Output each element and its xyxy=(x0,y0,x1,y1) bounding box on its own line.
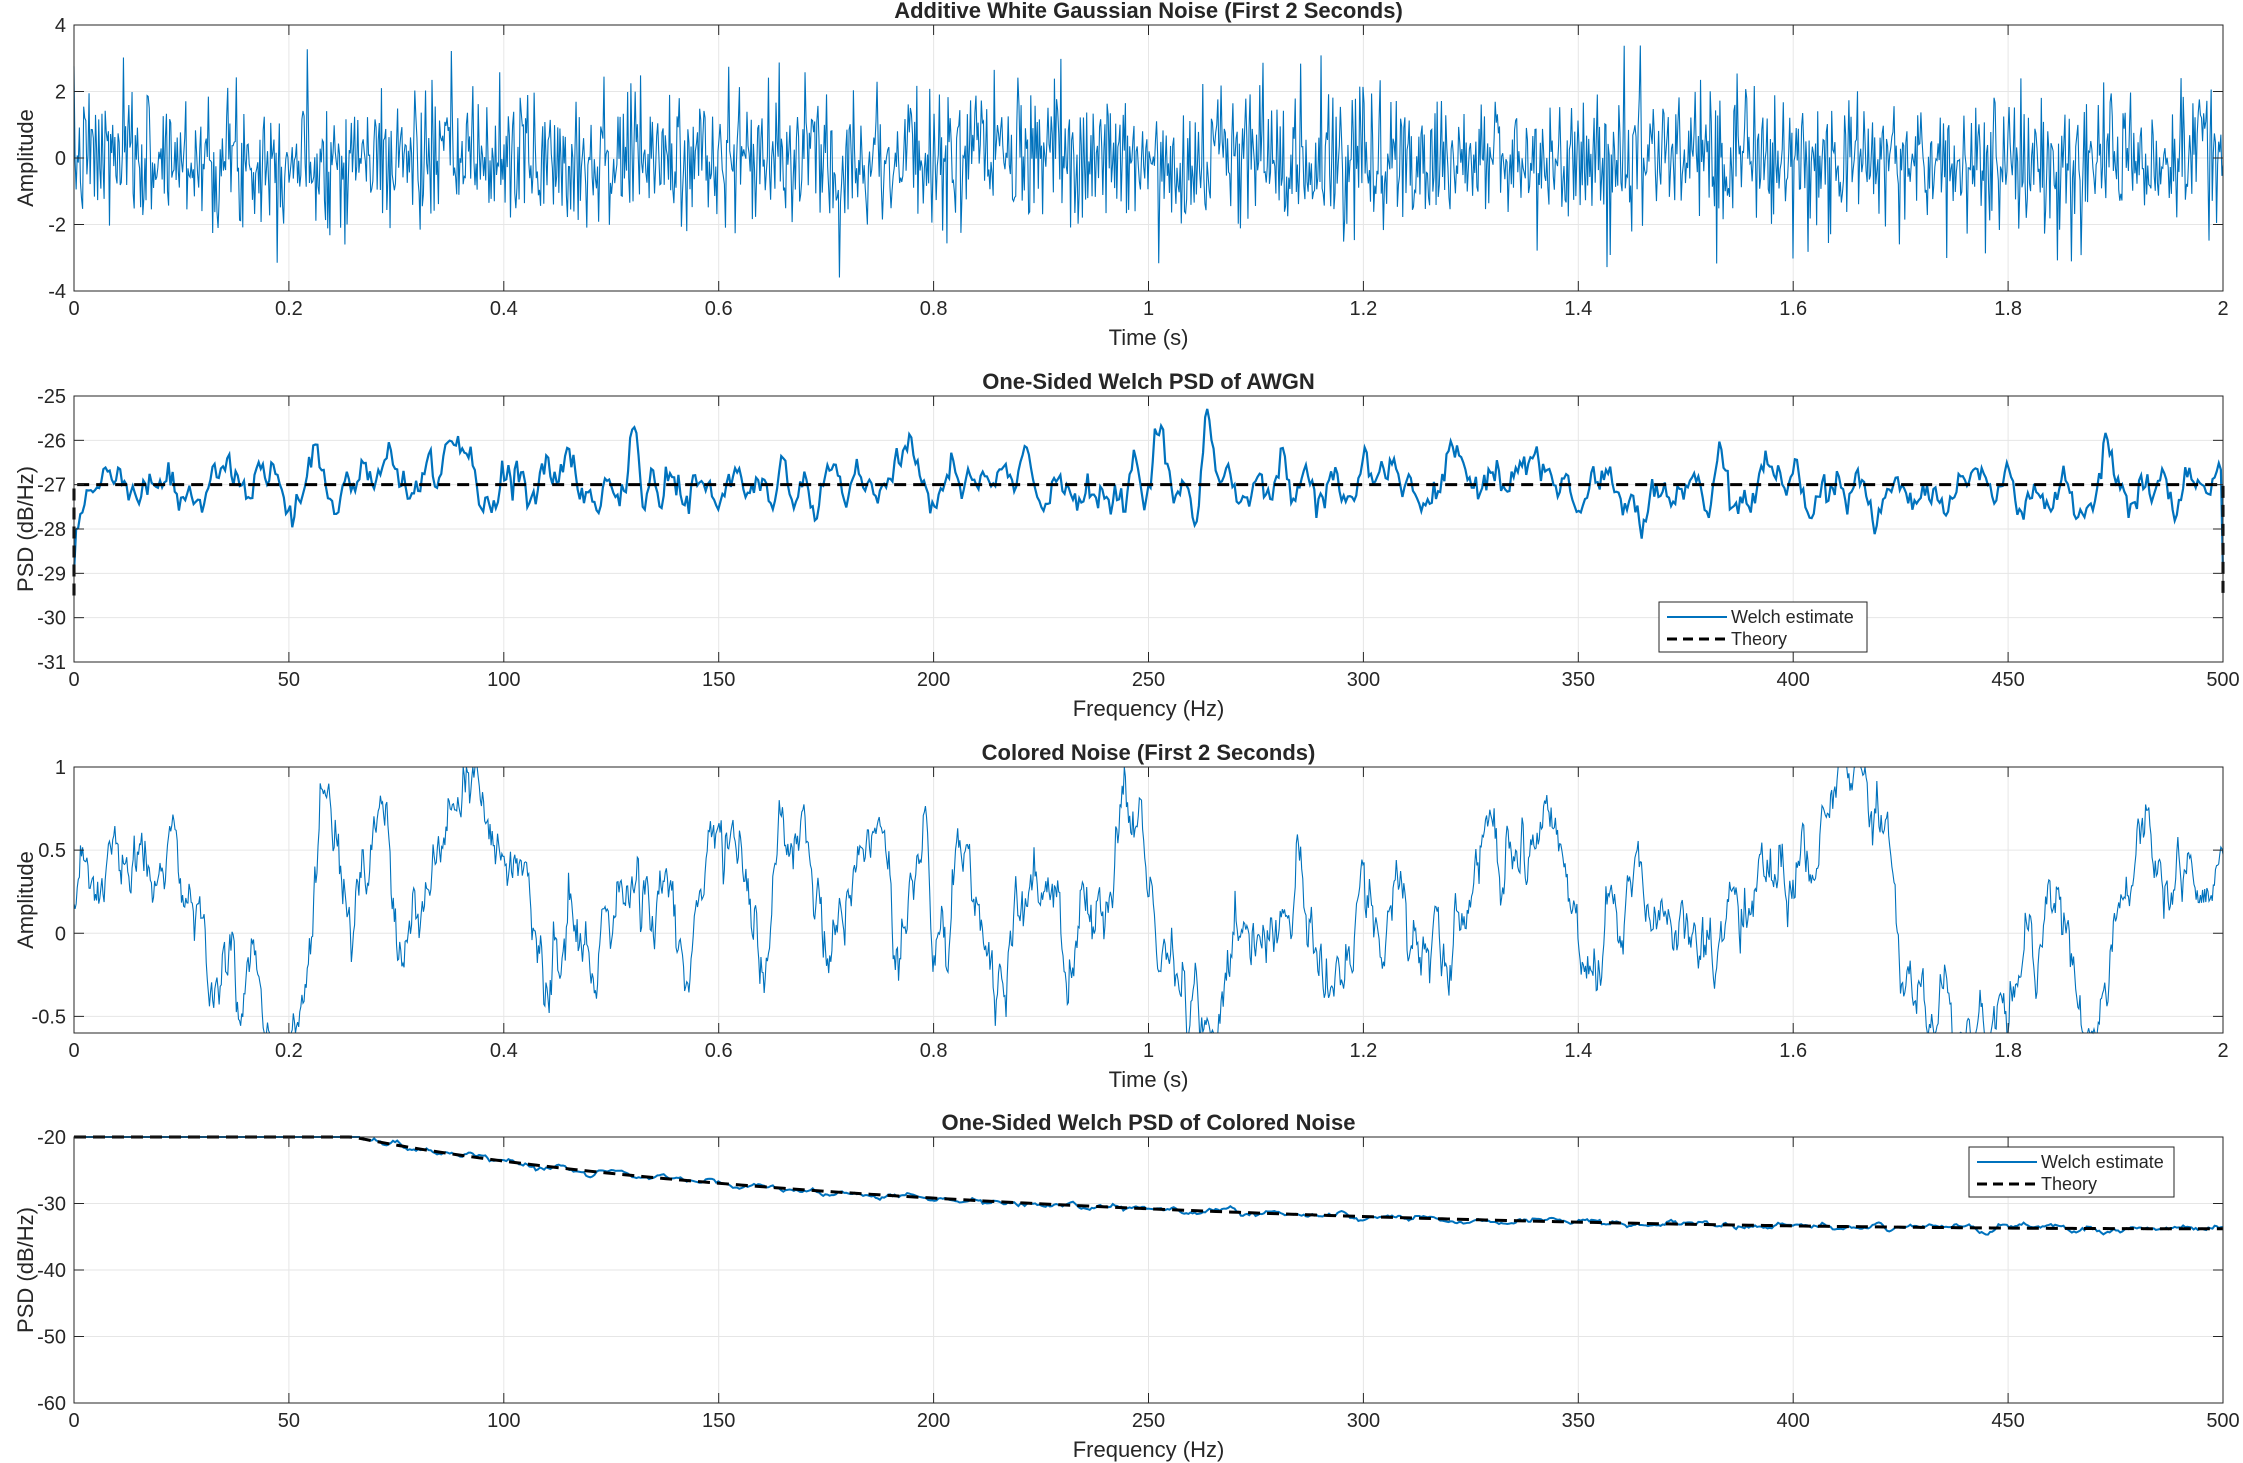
x-tick-label: 200 xyxy=(917,1410,950,1432)
chart-title: Additive White Gaussian Noise (First 2 S… xyxy=(894,0,1403,23)
y-axis-label: Amplitude xyxy=(13,851,38,949)
y-tick-label: 4 xyxy=(55,15,66,37)
x-tick-label: 50 xyxy=(278,1410,300,1432)
y-tick-label: -29 xyxy=(37,563,66,585)
y-tick-label: -30 xyxy=(37,1194,66,1216)
x-tick-label: 0.2 xyxy=(275,1040,303,1062)
chart-title: Colored Noise (First 2 Seconds) xyxy=(982,740,1316,765)
x-tick-label: 300 xyxy=(1347,1410,1380,1432)
x-tick-label: 0.8 xyxy=(920,298,948,320)
y-tick-label: -50 xyxy=(37,1327,66,1349)
ticks: 0 0.2 0.4 0.6 0.8 1 1.2 1.4 1.6 1.8 2 -4 -2 0 2 4 xyxy=(48,15,2228,320)
y-axis-label: PSD (dB/Hz) xyxy=(13,466,38,592)
x-tick-label: 0 xyxy=(68,1040,79,1062)
legend-label-theory: Theory xyxy=(2041,1174,2097,1194)
x-tick-label: 300 xyxy=(1347,669,1380,691)
chart-title: One-Sided Welch PSD of AWGN xyxy=(982,369,1314,394)
y-tick-label: -26 xyxy=(37,430,66,452)
x-tick-label: 400 xyxy=(1777,1410,1810,1432)
y-tick-label: 1 xyxy=(55,757,66,779)
x-tick-label: 0.4 xyxy=(490,1040,518,1062)
y-tick-label: 2 xyxy=(55,82,66,104)
x-tick-label: 1.6 xyxy=(1779,298,1807,320)
y-axis-label: PSD (dB/Hz) xyxy=(13,1207,38,1333)
x-tick-label: 200 xyxy=(917,669,950,691)
y-tick-label: -2 xyxy=(48,215,66,237)
x-tick-label: 2 xyxy=(2217,1040,2228,1062)
panel-awgn-psd: 0 50 100 150 200 250 300 350 400 450 500 -31 -30 -29 -… xyxy=(13,369,2240,721)
x-tick-label: 0.8 xyxy=(920,1040,948,1062)
y-tick-label: -25 xyxy=(37,386,66,408)
x-tick-label: 100 xyxy=(487,669,520,691)
legend-label-theory: Theory xyxy=(1731,629,1787,649)
y-tick-label: -30 xyxy=(37,608,66,630)
x-tick-label: 450 xyxy=(1991,1410,2024,1432)
x-tick-label: 0 xyxy=(68,298,79,320)
legend-label-welch: Welch estimate xyxy=(1731,607,1854,627)
y-axis-label: Amplitude xyxy=(13,109,38,207)
x-tick-label: 1 xyxy=(1143,1040,1154,1062)
x-tick-label: 500 xyxy=(2206,669,2239,691)
x-tick-label: 0 xyxy=(68,669,79,691)
x-tick-label: 250 xyxy=(1132,1410,1165,1432)
y-tick-label: 0 xyxy=(55,148,66,170)
legend: Welch estimate Theory xyxy=(1968,1146,2175,1198)
colored-noise-line xyxy=(73,766,2224,1035)
awgn-time-line xyxy=(73,45,2224,278)
x-tick-label: 0.4 xyxy=(490,298,518,320)
x-tick-label: 1.8 xyxy=(1994,1040,2022,1062)
y-tick-label: -0.5 xyxy=(32,1006,66,1028)
x-tick-label: 400 xyxy=(1777,669,1810,691)
y-tick-label: -20 xyxy=(37,1127,66,1149)
legend-box xyxy=(1658,601,1868,653)
x-tick-label: 350 xyxy=(1562,669,1595,691)
x-tick-label: 1.4 xyxy=(1564,1040,1592,1062)
x-tick-label: 0.2 xyxy=(275,298,303,320)
legend-box xyxy=(1968,1146,2175,1198)
x-tick-label: 1.6 xyxy=(1779,1040,1807,1062)
x-axis-label: Frequency (Hz) xyxy=(1073,1437,1225,1462)
y-tick-label: -60 xyxy=(37,1393,66,1415)
ticks: 0 0.2 0.4 0.6 0.8 1 1.2 1.4 1.6 1.8 2-0.500.51 xyxy=(32,757,2229,1062)
y-tick-label: 0.5 xyxy=(38,840,66,862)
x-axis-label: Frequency (Hz) xyxy=(1073,696,1225,721)
x-tick-label: 1 xyxy=(1143,298,1154,320)
panel-colored-psd: 0 50 100 150 200 250 300 350 400 450 500 -60 -50 -40 -… xyxy=(13,1110,2240,1462)
x-tick-label: 0.6 xyxy=(705,298,733,320)
x-tick-label: 50 xyxy=(278,669,300,691)
y-tick-label: -28 xyxy=(37,519,66,541)
x-tick-label: 1.2 xyxy=(1349,298,1377,320)
x-tick-label: 500 xyxy=(2206,1410,2239,1432)
legend: Welch estimate Theory xyxy=(1658,601,1868,653)
panel-awgn-time: 0 0.2 0.4 0.6 0.8 1 1.2 1.4 1.6 1.8 2 -4 -2 0 2 4 Addit… xyxy=(13,0,2229,350)
x-tick-label: 1.4 xyxy=(1564,298,1592,320)
chart-title: One-Sided Welch PSD of Colored Noise xyxy=(942,1110,1356,1135)
x-tick-label: 2 xyxy=(2217,298,2228,320)
x-tick-label: 1.2 xyxy=(1349,1040,1377,1062)
y-tick-label: -27 xyxy=(37,475,66,497)
x-tick-label: 350 xyxy=(1562,1410,1595,1432)
x-tick-label: 150 xyxy=(702,1410,735,1432)
x-tick-label: 250 xyxy=(1132,669,1165,691)
legend-label-welch: Welch estimate xyxy=(2041,1152,2164,1172)
panel-colored-time: 0 0.2 0.4 0.6 0.8 1 1.2 1.4 1.6 1.8 2-0.500.51 Col… xyxy=(13,740,2229,1092)
y-tick-label: -31 xyxy=(37,652,66,674)
x-tick-label: 1.8 xyxy=(1994,298,2022,320)
theory-line xyxy=(72,483,2225,596)
x-axis-label: Time (s) xyxy=(1109,325,1189,350)
ticks: 0 50 100 150 200 250 300 350 400 450 500 -31 -30 -29 -… xyxy=(37,386,2240,691)
x-axis-label: Time (s) xyxy=(1109,1067,1189,1092)
ticks: 0 50 100 150 200 250 300 350 400 450 500 -60 -50 -40 -… xyxy=(37,1127,2240,1432)
theory-line xyxy=(74,1135,2223,1231)
y-tick-label: 0 xyxy=(55,923,66,945)
x-tick-label: 450 xyxy=(1991,669,2024,691)
x-tick-label: 150 xyxy=(702,669,735,691)
y-tick-label: -40 xyxy=(37,1260,66,1282)
x-tick-label: 0.6 xyxy=(705,1040,733,1062)
x-tick-label: 0 xyxy=(68,1410,79,1432)
x-tick-label: 100 xyxy=(487,1410,520,1432)
y-tick-label: -4 xyxy=(48,281,66,303)
